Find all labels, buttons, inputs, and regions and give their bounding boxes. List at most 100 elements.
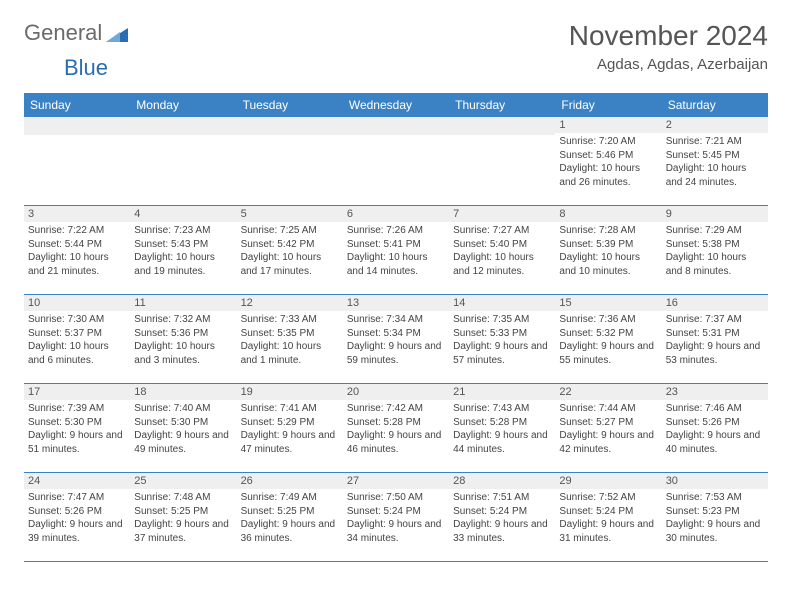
day-details: Sunrise: 7:50 AMSunset: 5:24 PMDaylight:… (347, 491, 445, 545)
day-details: Sunrise: 7:37 AMSunset: 5:31 PMDaylight:… (666, 313, 764, 367)
day-cell: 7Sunrise: 7:27 AMSunset: 5:40 PMDaylight… (449, 206, 555, 295)
day-details: Sunrise: 7:27 AMSunset: 5:40 PMDaylight:… (453, 224, 551, 278)
day-details: Sunrise: 7:51 AMSunset: 5:24 PMDaylight:… (453, 491, 551, 545)
logo-word-1: General (24, 20, 102, 46)
day-number: 29 (555, 473, 661, 489)
day-number: 10 (24, 295, 130, 311)
weekday-header: Wednesday (343, 93, 449, 117)
day-details: Sunrise: 7:46 AMSunset: 5:26 PMDaylight:… (666, 402, 764, 456)
day-details: Sunrise: 7:28 AMSunset: 5:39 PMDaylight:… (559, 224, 657, 278)
day-details: Sunrise: 7:29 AMSunset: 5:38 PMDaylight:… (666, 224, 764, 278)
day-cell: 9 Sunrise: 7:29 AMSunset: 5:38 PMDaylight… (662, 206, 768, 295)
day-cell: 30 Sunrise: 7:53 AMSunset: 5:23 PMDayligh… (662, 473, 768, 562)
day-number: 24 (24, 473, 130, 489)
week-row: 10 Sunrise: 7:30 AMSunset: 5:37 PMDayligh… (24, 295, 768, 384)
day-cell: 5 Sunrise: 7:25 AMSunset: 5:42 PMDaylight… (237, 206, 343, 295)
day-number: 22 (555, 384, 661, 400)
day-cell: 11 Sunrise: 7:32 AMSunset: 5:36 PMDayligh… (130, 295, 236, 384)
day-number: 8 (555, 206, 661, 222)
day-details: Sunrise: 7:40 AMSunset: 5:30 PMDaylight:… (134, 402, 232, 456)
day-number (130, 117, 236, 135)
day-number (343, 117, 449, 135)
day-cell: 15 Sunrise: 7:36 AMSunset: 5:32 PMDayligh… (555, 295, 661, 384)
logo-word-2: Blue (64, 55, 108, 80)
day-number: 30 (662, 473, 768, 489)
day-details: Sunrise: 7:39 AMSunset: 5:30 PMDaylight:… (28, 402, 126, 456)
day-number: 26 (237, 473, 343, 489)
day-cell: 17 Sunrise: 7:39 AMSunset: 5:30 PMDayligh… (24, 384, 130, 473)
day-cell: 20Sunrise: 7:42 AMSunset: 5:28 PMDayligh… (343, 384, 449, 473)
logo: General (24, 20, 108, 46)
day-cell: 21 Sunrise: 7:43 AMSunset: 5:28 PMDayligh… (449, 384, 555, 473)
week-row: 17 Sunrise: 7:39 AMSunset: 5:30 PMDayligh… (24, 384, 768, 473)
day-cell: 8 Sunrise: 7:28 AMSunset: 5:39 PMDaylight… (555, 206, 661, 295)
day-number: 28 (449, 473, 555, 489)
day-cell (24, 117, 130, 206)
day-number: 15 (555, 295, 661, 311)
weekday-header: Sunday (24, 93, 130, 117)
day-details: Sunrise: 7:20 AMSunset: 5:46 PMDaylight:… (559, 135, 657, 189)
day-cell: 22Sunrise: 7:44 AMSunset: 5:27 PMDayligh… (555, 384, 661, 473)
day-cell: 25Sunrise: 7:48 AMSunset: 5:25 PMDayligh… (130, 473, 236, 562)
day-number: 17 (24, 384, 130, 400)
day-details: Sunrise: 7:35 AMSunset: 5:33 PMDaylight:… (453, 313, 551, 367)
day-cell: 23Sunrise: 7:46 AMSunset: 5:26 PMDayligh… (662, 384, 768, 473)
day-cell (343, 117, 449, 206)
day-cell (130, 117, 236, 206)
day-cell: 4 Sunrise: 7:23 AMSunset: 5:43 PMDaylight… (130, 206, 236, 295)
day-number: 18 (130, 384, 236, 400)
day-cell: 26Sunrise: 7:49 AMSunset: 5:25 PMDayligh… (237, 473, 343, 562)
day-number: 9 (662, 206, 768, 222)
day-cell: 13 Sunrise: 7:34 AMSunset: 5:34 PMDayligh… (343, 295, 449, 384)
day-number (237, 117, 343, 135)
day-number: 25 (130, 473, 236, 489)
day-cell: 18 Sunrise: 7:40 AMSunset: 5:30 PMDayligh… (130, 384, 236, 473)
day-details: Sunrise: 7:25 AMSunset: 5:42 PMDaylight:… (241, 224, 339, 278)
day-number: 6 (343, 206, 449, 222)
weekday-header-row: Sunday Monday Tuesday Wednesday Thursday… (24, 93, 768, 117)
day-cell: 10 Sunrise: 7:30 AMSunset: 5:37 PMDayligh… (24, 295, 130, 384)
day-cell: 14 Sunrise: 7:35 AMSunset: 5:33 PMDayligh… (449, 295, 555, 384)
day-cell: 2Sunrise: 7:21 AMSunset: 5:45 PMDaylight… (662, 117, 768, 206)
day-cell: 16 Sunrise: 7:37 AMSunset: 5:31 PMDayligh… (662, 295, 768, 384)
logo-triangle-icon (106, 26, 128, 42)
day-number: 4 (130, 206, 236, 222)
day-number: 16 (662, 295, 768, 311)
day-details: Sunrise: 7:43 AMSunset: 5:28 PMDaylight:… (453, 402, 551, 456)
weekday-header: Monday (130, 93, 236, 117)
day-cell: 27 Sunrise: 7:50 AMSunset: 5:24 PMDayligh… (343, 473, 449, 562)
day-details: Sunrise: 7:32 AMSunset: 5:36 PMDaylight:… (134, 313, 232, 367)
day-number: 27 (343, 473, 449, 489)
day-number: 5 (237, 206, 343, 222)
day-details: Sunrise: 7:34 AMSunset: 5:34 PMDaylight:… (347, 313, 445, 367)
day-details: Sunrise: 7:23 AMSunset: 5:43 PMDaylight:… (134, 224, 232, 278)
day-cell (449, 117, 555, 206)
day-number (24, 117, 130, 135)
weekday-header: Saturday (662, 93, 768, 117)
day-number: 12 (237, 295, 343, 311)
day-number: 21 (449, 384, 555, 400)
day-cell (237, 117, 343, 206)
day-cell: 28 Sunrise: 7:51 AMSunset: 5:24 PMDayligh… (449, 473, 555, 562)
day-number: 1 (555, 117, 661, 133)
day-number (449, 117, 555, 135)
day-details: Sunrise: 7:53 AMSunset: 5:23 PMDaylight:… (666, 491, 764, 545)
day-number: 14 (449, 295, 555, 311)
day-details: Sunrise: 7:22 AMSunset: 5:44 PMDaylight:… (28, 224, 126, 278)
day-details: Sunrise: 7:30 AMSunset: 5:37 PMDaylight:… (28, 313, 126, 367)
day-cell: 24 Sunrise: 7:47 AMSunset: 5:26 PMDayligh… (24, 473, 130, 562)
day-details: Sunrise: 7:42 AMSunset: 5:28 PMDaylight:… (347, 402, 445, 456)
day-number: 13 (343, 295, 449, 311)
day-number: 11 (130, 295, 236, 311)
day-details: Sunrise: 7:52 AMSunset: 5:24 PMDaylight:… (559, 491, 657, 545)
day-number: 19 (237, 384, 343, 400)
week-row: 24 Sunrise: 7:47 AMSunset: 5:26 PMDayligh… (24, 473, 768, 562)
week-row: 3Sunrise: 7:22 AMSunset: 5:44 PMDaylight… (24, 206, 768, 295)
day-details: Sunrise: 7:41 AMSunset: 5:29 PMDaylight:… (241, 402, 339, 456)
day-details: Sunrise: 7:47 AMSunset: 5:26 PMDaylight:… (28, 491, 126, 545)
day-cell: 1 Sunrise: 7:20 AMSunset: 5:46 PMDaylight… (555, 117, 661, 206)
day-cell: 19 Sunrise: 7:41 AMSunset: 5:29 PMDayligh… (237, 384, 343, 473)
week-row: 1 Sunrise: 7:20 AMSunset: 5:46 PMDaylight… (24, 117, 768, 206)
weekday-header: Tuesday (237, 93, 343, 117)
day-details: Sunrise: 7:36 AMSunset: 5:32 PMDaylight:… (559, 313, 657, 367)
